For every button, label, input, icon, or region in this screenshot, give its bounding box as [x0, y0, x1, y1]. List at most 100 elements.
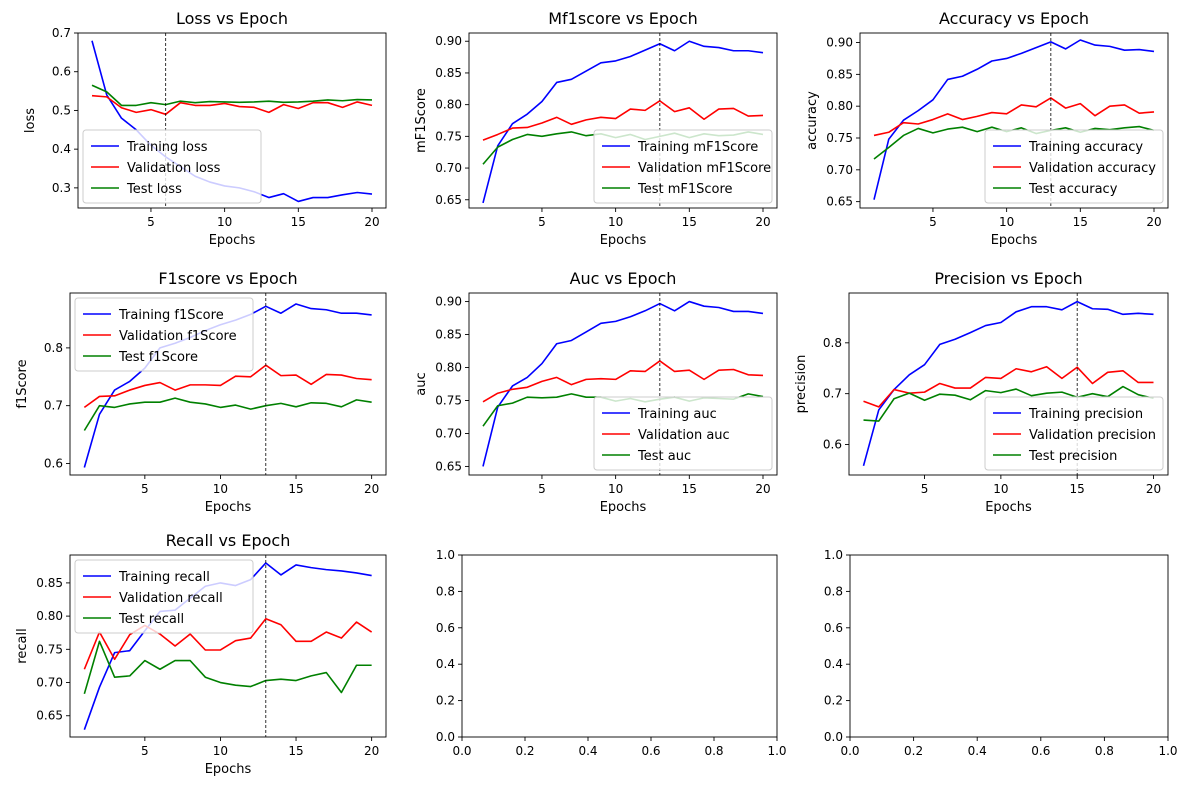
legend-entry: Test accuracy	[1028, 182, 1118, 197]
chart-title: Mf1score vs Epoch	[548, 9, 698, 28]
series-line-validation-precision	[863, 365, 1154, 408]
x-tick-label: 20	[364, 215, 379, 229]
y-tick-label: 0.85	[826, 67, 853, 81]
x-tick-label: 0.4	[968, 744, 987, 758]
y-tick-label: 0.80	[36, 609, 63, 623]
chart-title: F1score vs Epoch	[158, 269, 297, 288]
x-tick-label: 0.0	[840, 744, 859, 758]
y-tick-label: 0.7	[44, 399, 63, 413]
x-axis-label: Epochs	[600, 233, 647, 248]
x-tick-label: 15	[1070, 482, 1085, 496]
y-tick-label: 0.70	[435, 426, 462, 440]
y-tick-label: 0.85	[435, 66, 462, 80]
legend: Training precision Validation precision Te…	[984, 396, 1164, 471]
x-tick-label: 1.0	[1158, 744, 1177, 758]
x-tick-label: 1.0	[767, 744, 786, 758]
y-tick-label: 0.3	[52, 181, 71, 195]
legend-entry: Training mF1Score	[637, 140, 758, 155]
axes-frame	[69, 292, 387, 476]
y-axis-label: auc	[414, 372, 429, 395]
subplot-4: 5 10 15 20 0.6 0.7 0.8 F1score vs Epoch Epochs f1…	[15, 269, 387, 515]
x-tick-label: 20	[364, 744, 379, 758]
legend-entry: Training precision	[1028, 407, 1143, 422]
x-tick-label: 5	[929, 215, 937, 229]
y-tick-label: 0.90	[826, 36, 853, 50]
y-tick-label: 0.5	[52, 103, 71, 117]
legend-entry: Test f1Score	[118, 350, 198, 365]
series-line-training-mf1score	[482, 40, 764, 204]
y-tick-label: 0.6	[436, 621, 455, 635]
y-tick-label: 0.90	[435, 295, 462, 309]
x-tick-label: 0.6	[641, 744, 660, 758]
legend: Training auc Validation auc Test auc	[593, 396, 773, 471]
y-tick-label: 0.2	[436, 694, 455, 708]
series-line-test-f1score	[83, 397, 372, 431]
legend: Training mF1Score Validation mF1Score Test…	[593, 129, 773, 204]
x-axis-label: Epochs	[205, 762, 252, 777]
y-tick-label: 0.8	[44, 341, 63, 355]
subplot-1: 5 10 15 20 0.3 0.4 0.5 0.6 0.7 Loss vs Epoch Epoch…	[23, 9, 387, 248]
subplot-8: 0.0 0.2 0.4 0.6 0.8 1.0 0.0 0.2 0.4 0.6 0.8 1.0	[436, 548, 787, 758]
y-tick-label: 0.85	[435, 328, 462, 342]
y-axis-label: loss	[23, 108, 38, 133]
chart-title: Accuracy vs Epoch	[939, 9, 1089, 28]
x-tick-label: 0.4	[578, 744, 597, 758]
axes-frame	[468, 32, 778, 209]
x-tick-label: 20	[755, 215, 770, 229]
y-tick-label: 0.80	[826, 99, 853, 113]
series-line-validation-accuracy	[873, 97, 1155, 137]
x-tick-label: 20	[755, 482, 770, 496]
legend-entry: Validation precision	[1029, 428, 1156, 443]
y-tick-label: 0.85	[36, 576, 63, 590]
y-tick-label: 0.65	[826, 195, 853, 209]
y-tick-label: 0.8	[824, 584, 843, 598]
subplot-5: 5 10 15 20 0.65 0.70 0.75 0.80 0.85 0.90 Auc vs Ep…	[414, 269, 778, 515]
y-tick-label: 0.2	[824, 694, 843, 708]
y-tick-label: 1.0	[824, 548, 843, 562]
y-tick-label: 0.4	[436, 657, 455, 671]
x-axis-label: Epochs	[209, 233, 256, 248]
y-tick-label: 0.75	[826, 131, 853, 145]
series-line-training-accuracy	[873, 39, 1155, 200]
y-tick-label: 0.0	[824, 730, 843, 744]
x-tick-label: 20	[1146, 482, 1161, 496]
subplot-7: 5 10 15 20 0.65 0.70 0.75 0.80 0.85 Recall vs Epo…	[15, 531, 387, 777]
y-tick-label: 0.7	[823, 387, 842, 401]
legend-entry: Training loss	[126, 140, 208, 155]
series-line-validation-f1score	[83, 364, 372, 409]
x-tick-label: 15	[1073, 215, 1088, 229]
legend-entry: Test auc	[637, 449, 691, 464]
x-tick-label: 5	[538, 482, 546, 496]
x-tick-label: 10	[993, 482, 1008, 496]
legend: Training f1Score Validation f1Score Test f…	[74, 297, 254, 372]
y-tick-label: 0.90	[435, 34, 462, 48]
legend-box	[593, 396, 773, 471]
y-tick-label: 0.7	[52, 26, 71, 40]
subplot-3: 5 10 15 20 0.65 0.70 0.75 0.80 0.85 0.90 Accuracy …	[805, 9, 1169, 248]
axes-frame	[69, 554, 387, 738]
legend-box	[984, 396, 1164, 471]
y-tick-label: 0.4	[824, 657, 843, 671]
axes-frame	[849, 554, 1169, 738]
axes-frame	[859, 32, 1169, 209]
axes-frame	[77, 32, 387, 209]
x-tick-label: 0.2	[904, 744, 923, 758]
x-tick-label: 10	[217, 215, 232, 229]
y-tick-label: 0.65	[435, 459, 462, 473]
y-axis-label: mF1Score	[414, 88, 429, 153]
legend: Training loss Validation loss Test loss	[82, 129, 262, 204]
legend: Training recall Validation recall Test rec…	[74, 559, 254, 634]
legend-entry: Validation recall	[119, 591, 223, 606]
x-tick-label: 0.0	[452, 744, 471, 758]
legend-entry: Validation mF1Score	[638, 161, 771, 176]
x-tick-label: 15	[288, 744, 303, 758]
y-tick-label: 0.70	[826, 163, 853, 177]
y-tick-label: 0.65	[36, 709, 63, 723]
x-tick-label: 5	[141, 744, 149, 758]
y-axis-label: precision	[794, 355, 809, 414]
x-axis-label: Epochs	[600, 500, 647, 515]
y-tick-label: 0.70	[36, 676, 63, 690]
x-tick-label: 10	[608, 482, 623, 496]
x-tick-label: 0.2	[515, 744, 534, 758]
